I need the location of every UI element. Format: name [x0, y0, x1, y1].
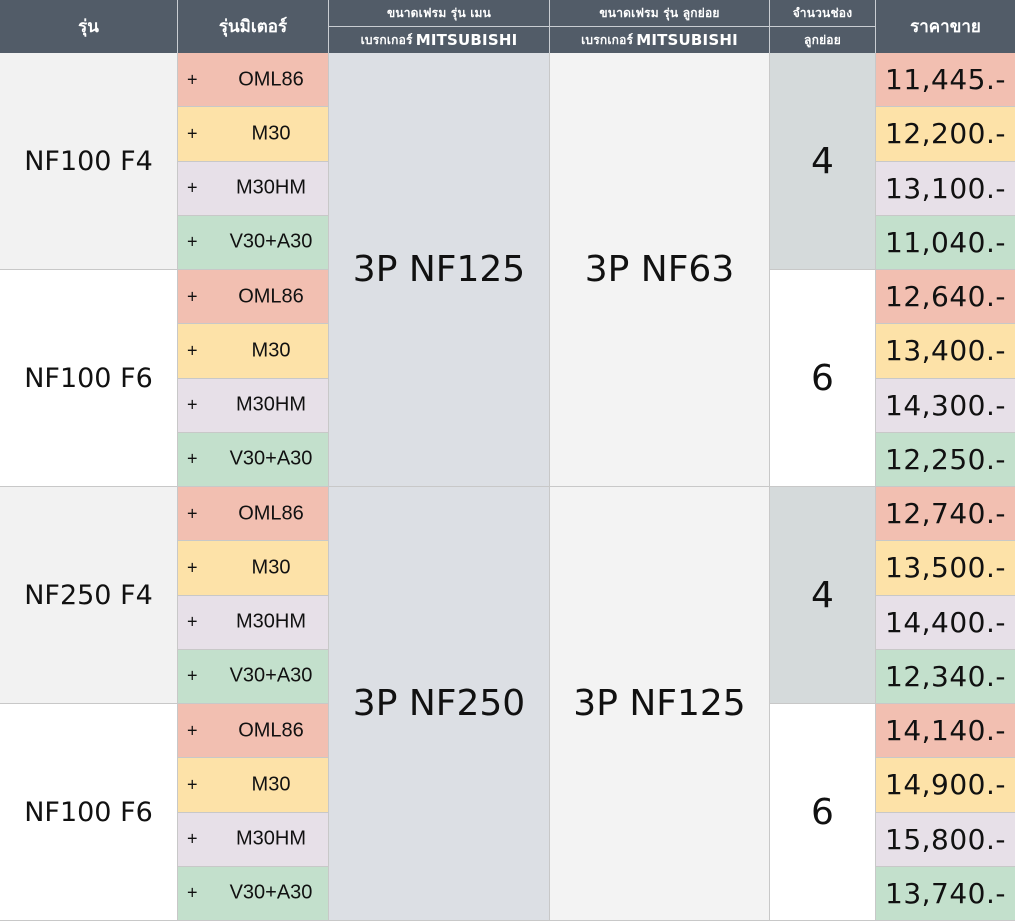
- header-slots: จำนวนช่อง ลูกย่อย: [770, 0, 876, 53]
- meter-cell: + V30+A30: [178, 215, 329, 270]
- model-name-cell: NF250 F4: [0, 487, 178, 704]
- plus-sign: +: [187, 177, 198, 198]
- header-main-frame-prefix: เบรกเกอร์: [360, 32, 413, 47]
- price-cell: 12,250.-: [876, 432, 1015, 487]
- meter-cell: + M30: [178, 758, 329, 813]
- plus-sign: +: [187, 828, 198, 849]
- price-cell: 14,400.-: [876, 595, 1015, 650]
- meter-model-label: M30HM: [235, 610, 306, 633]
- meter-cell: + OML86: [178, 270, 329, 325]
- header-main-frame: ขนาดเฟรม รุ่น เมน เบรกเกอร์ MITSUBISHI: [329, 0, 550, 53]
- meter-model-label: V30+A30: [229, 881, 313, 904]
- meter-cell: + V30+A30: [178, 866, 329, 921]
- plus-sign: +: [187, 882, 198, 903]
- header-sub-frame-line1: ขนาดเฟรม รุ่น ลูกย่อย: [599, 5, 720, 20]
- meter-model-label: OML86: [238, 68, 304, 91]
- price-cell: 13,740.-: [876, 866, 1015, 921]
- meter-model-label: M30: [251, 556, 291, 579]
- meter-cell: + M30HM: [178, 161, 329, 216]
- header-slots-line1: จำนวนช่อง: [792, 5, 853, 20]
- header-sub-frame-prefix: เบรกเกอร์: [581, 32, 634, 47]
- meter-cell: + OML86: [178, 487, 329, 542]
- plus-sign: +: [187, 286, 198, 307]
- meter-cell: + M30: [178, 107, 329, 162]
- meter-model-label: M30HM: [235, 393, 306, 416]
- slot-count-cell: 6: [770, 704, 876, 921]
- price-cell: 11,445.-: [876, 53, 1015, 108]
- meter-cell: + M30HM: [178, 812, 329, 867]
- meter-cell: + OML86: [178, 704, 329, 759]
- plus-sign: +: [187, 611, 198, 632]
- meter-cell: + OML86: [178, 53, 329, 108]
- meter-cell: + M30: [178, 324, 329, 379]
- price-cell: 13,400.-: [876, 324, 1015, 379]
- price-cell: 12,200.-: [876, 107, 1015, 162]
- price-cell: 13,100.-: [876, 161, 1015, 216]
- meter-model-label: OML86: [238, 285, 304, 308]
- meter-cell: + M30HM: [178, 595, 329, 650]
- main-frame-cell: 3P NF125: [329, 53, 550, 487]
- meter-model-label: M30: [251, 339, 291, 362]
- header-sub-frame-brand: MITSUBISHI: [636, 31, 738, 49]
- header-sub-frame-line2: เบรกเกอร์ MITSUBISHI: [550, 27, 769, 53]
- model-name-cell: NF100 F4: [0, 53, 178, 270]
- meter-model-label: M30: [251, 773, 291, 796]
- sub-frame-cell: 3P NF63: [550, 53, 770, 487]
- price-cell: 15,800.-: [876, 812, 1015, 867]
- meter-model-label: OML86: [238, 502, 304, 525]
- header-main-frame-brand: MITSUBISHI: [415, 31, 518, 49]
- plus-sign: +: [187, 503, 198, 524]
- model-name-cell: NF100 F6: [0, 270, 178, 487]
- header-model: รุ่น: [0, 0, 178, 53]
- model-name-cell: NF100 F6: [0, 704, 178, 921]
- header-meter: รุ่นมิเตอร์: [178, 0, 329, 53]
- plus-sign: +: [187, 665, 198, 686]
- plus-sign: +: [187, 123, 198, 144]
- price-cell: 12,340.-: [876, 649, 1015, 704]
- slot-count-cell: 6: [770, 270, 876, 487]
- slot-count-cell: 4: [770, 53, 876, 270]
- price-cell: 11,040.-: [876, 215, 1015, 270]
- price-cell: 12,640.-: [876, 270, 1015, 325]
- main-frame-cell: 3P NF250: [329, 487, 550, 921]
- price-cell: 13,500.-: [876, 541, 1015, 596]
- header-main-frame-line1: ขนาดเฟรม รุ่น เมน: [386, 5, 492, 20]
- meter-cell: + M30HM: [178, 378, 329, 433]
- header-slots-line2: ลูกย่อย: [804, 32, 841, 47]
- slot-count-cell: 4: [770, 487, 876, 704]
- meter-cell: + M30: [178, 541, 329, 596]
- plus-sign: +: [187, 720, 198, 741]
- header-price: ราคาขาย: [876, 0, 1015, 53]
- price-cell: 12,740.-: [876, 487, 1015, 542]
- meter-cell: + V30+A30: [178, 649, 329, 704]
- meter-model-label: M30HM: [235, 827, 306, 850]
- meter-cell: + V30+A30: [178, 432, 329, 487]
- price-cell: 14,300.-: [876, 378, 1015, 433]
- price-cell: 14,900.-: [876, 758, 1015, 813]
- meter-model-label: M30: [251, 122, 291, 145]
- sub-frame-cell: 3P NF125: [550, 487, 770, 921]
- plus-sign: +: [187, 448, 198, 469]
- price-cell: 14,140.-: [876, 704, 1015, 759]
- plus-sign: +: [187, 394, 198, 415]
- meter-model-label: OML86: [238, 719, 304, 742]
- plus-sign: +: [187, 774, 198, 795]
- plus-sign: +: [187, 557, 198, 578]
- meter-model-label: V30+A30: [229, 664, 313, 687]
- meter-model-label: V30+A30: [229, 447, 313, 470]
- plus-sign: +: [187, 69, 198, 90]
- plus-sign: +: [187, 231, 198, 252]
- meter-model-label: M30HM: [235, 176, 306, 199]
- header-sub-frame: ขนาดเฟรม รุ่น ลูกย่อย เบรกเกอร์ MITSUBIS…: [550, 0, 770, 53]
- meter-model-label: V30+A30: [229, 230, 313, 253]
- plus-sign: +: [187, 340, 198, 361]
- header-main-frame-line2: เบรกเกอร์ MITSUBISHI: [329, 27, 549, 53]
